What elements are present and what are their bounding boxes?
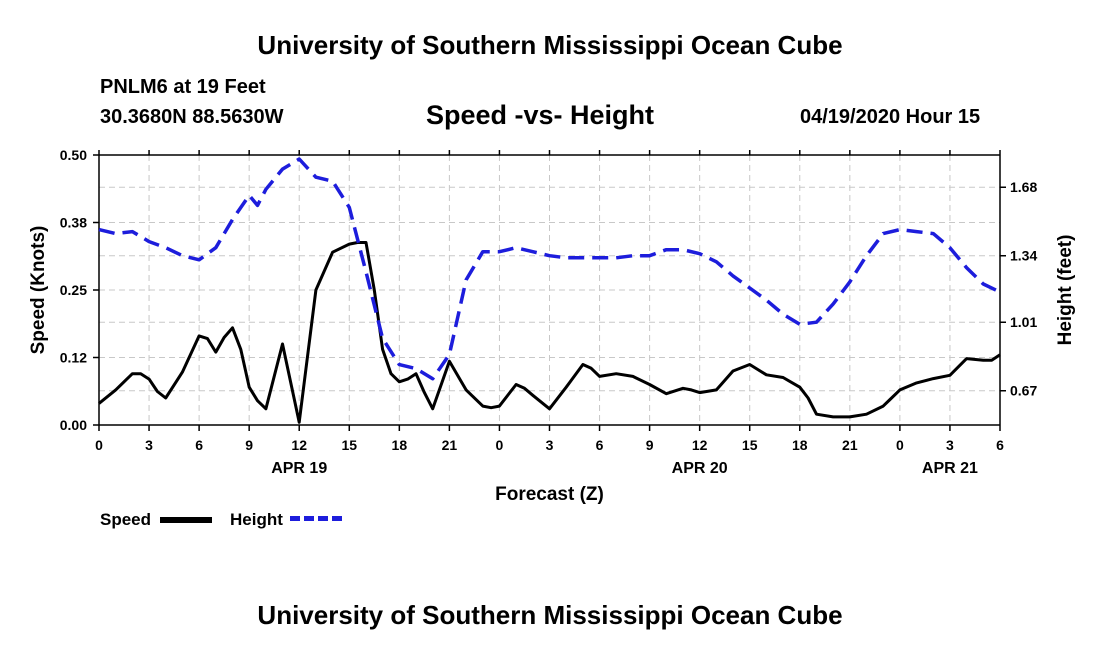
station-name: PNLM6 at 19 Feet: [100, 76, 266, 98]
x-tick-label: 9: [245, 437, 253, 453]
x-tick-label: 6: [996, 437, 1004, 453]
x-date-label: APR 20: [672, 460, 728, 477]
header-title: University of Southern Mississippi Ocean…: [257, 30, 843, 60]
x-tick-label: 3: [145, 437, 153, 453]
y2-tick-label: 1.01: [1010, 314, 1037, 330]
x-tick-label: 9: [646, 437, 654, 453]
x-axis-title: Forecast (Z): [495, 484, 604, 505]
x-tick-label: 6: [195, 437, 203, 453]
y2-axis-title: Height (feet): [1055, 235, 1076, 346]
y-tick-label: 0.50: [60, 147, 87, 163]
x-tick-label: 0: [496, 437, 504, 453]
x-date-label: APR 19: [271, 460, 327, 477]
x-tick-label: 18: [392, 437, 408, 453]
station-coordinates: 30.3680N 88.5630W: [100, 106, 284, 128]
x-tick-label: 0: [95, 437, 103, 453]
legend-height-swatch: [290, 516, 342, 521]
forecast-time: 04/19/2020 Hour 15: [800, 106, 981, 128]
height-series-line: [98, 157, 1001, 381]
x-tick-label: 12: [291, 437, 307, 453]
legend-speed-swatch: [160, 517, 212, 523]
x-tick-label: 6: [596, 437, 604, 453]
x-tick-label: 12: [692, 437, 708, 453]
legend-height-label: Height: [230, 510, 283, 529]
y2-tick-label: 1.34: [1010, 248, 1037, 264]
y2-tick-label: 0.67: [1010, 383, 1037, 399]
y2-tick-label: 1.68: [1010, 179, 1037, 195]
speed-series-line: [98, 241, 1001, 424]
x-date-label: APR 21: [922, 460, 978, 477]
x-tick-label: 21: [842, 437, 858, 453]
x-tick-label: 18: [792, 437, 808, 453]
y-tick-label: 0.25: [60, 282, 87, 298]
x-tick-label: 15: [341, 437, 357, 453]
chart-title: Speed -vs- Height: [426, 100, 655, 130]
y-tick-label: 0.12: [60, 350, 87, 366]
footer-title: University of Southern Mississippi Ocean…: [257, 600, 843, 630]
x-tick-label: 3: [546, 437, 554, 453]
x-tick-label: 0: [896, 437, 904, 453]
x-tick-label: 3: [946, 437, 954, 453]
legend-speed-label: Speed: [100, 510, 152, 529]
y-tick-label: 0.38: [60, 215, 87, 231]
x-tick-label: 21: [442, 437, 458, 453]
y-axis-title: Speed (Knots): [28, 226, 49, 355]
x-tick-label: 15: [742, 437, 758, 453]
y-tick-label: 0.00: [60, 417, 87, 433]
